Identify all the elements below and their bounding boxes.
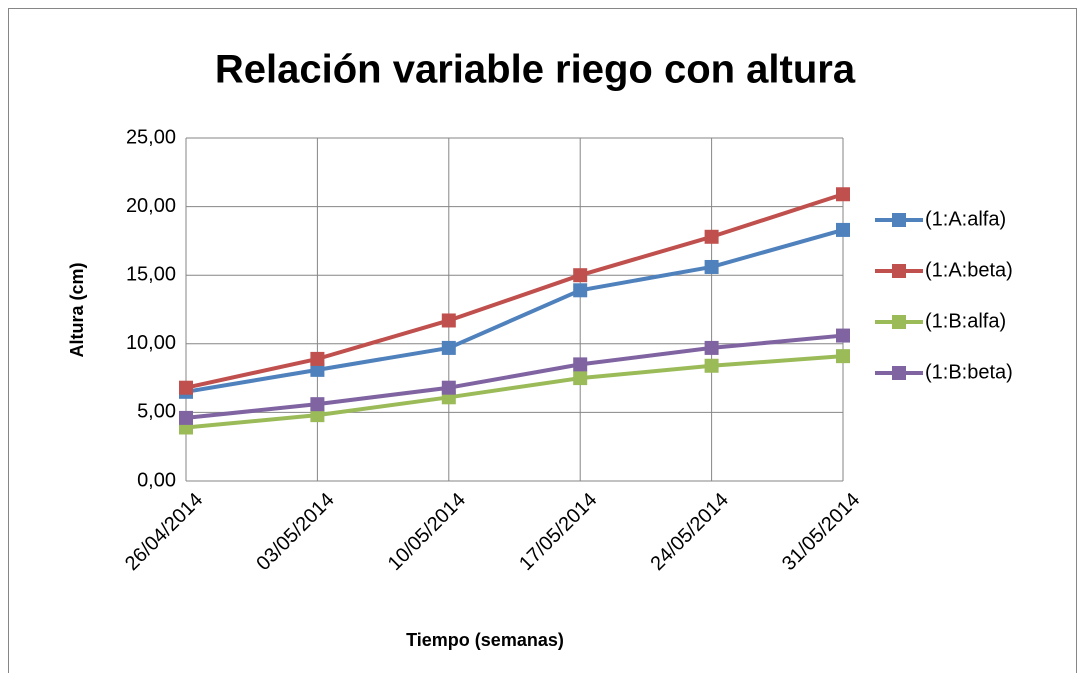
x-tick-label: 03/05/2014 xyxy=(252,489,338,575)
series-line xyxy=(185,227,844,394)
data-point xyxy=(441,313,456,328)
data-point xyxy=(573,268,588,283)
data-point xyxy=(836,187,850,202)
data-point xyxy=(836,328,850,343)
data-point xyxy=(310,362,325,377)
x-tick-label: 26/04/2014 xyxy=(121,489,207,575)
data-point xyxy=(441,340,456,355)
legend-marker xyxy=(892,213,906,227)
legend-marker xyxy=(892,264,906,278)
data-point xyxy=(573,283,588,298)
y-tick-label: 5,00 xyxy=(137,401,176,423)
chart-title: Relación variable riego con altura xyxy=(215,48,856,92)
series-line xyxy=(185,354,844,430)
legend-marker xyxy=(892,366,906,380)
x-tick-label: 10/05/2014 xyxy=(384,489,470,575)
data-point xyxy=(836,349,850,364)
legend-marker xyxy=(892,315,906,329)
x-tick-label: 24/05/2014 xyxy=(647,489,733,575)
chart-frame xyxy=(8,8,1077,673)
x-tick-label: 31/05/2014 xyxy=(778,489,864,575)
data-point xyxy=(310,397,325,412)
data-point xyxy=(310,408,325,423)
x-axis-label: Tiempo (semanas) xyxy=(406,630,564,650)
data-point xyxy=(704,229,719,244)
y-tick-label: 10,00 xyxy=(126,332,176,354)
data-point xyxy=(836,222,850,237)
data-point xyxy=(704,340,719,355)
y-axis-label: Altura (cm) xyxy=(67,262,87,357)
data-point xyxy=(573,371,588,386)
y-tick-label: 0,00 xyxy=(137,469,176,491)
series-line xyxy=(185,192,844,390)
data-point xyxy=(441,380,456,395)
legend-label: (1:B:beta) xyxy=(925,361,1013,383)
data-point xyxy=(704,358,719,373)
data-point xyxy=(704,259,719,274)
legend-label: (1:B:alfa) xyxy=(925,310,1006,332)
data-point xyxy=(179,380,193,395)
y-tick-label: 25,00 xyxy=(126,126,176,148)
data-point xyxy=(573,357,588,372)
data-point xyxy=(310,351,325,366)
legend-label: (1:A:alfa) xyxy=(925,208,1006,230)
legend-label: (1:A:beta) xyxy=(925,259,1013,281)
series-line xyxy=(185,333,844,420)
y-tick-label: 20,00 xyxy=(126,195,176,217)
y-tick-label: 15,00 xyxy=(126,263,176,285)
data-point xyxy=(179,410,193,425)
x-tick-label: 17/05/2014 xyxy=(515,489,601,575)
